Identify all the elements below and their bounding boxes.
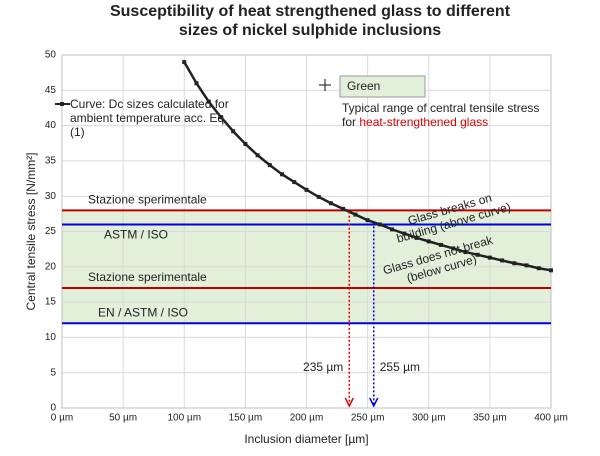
curve-marker xyxy=(536,266,541,271)
curve-marker xyxy=(390,227,395,232)
reference-label: ASTM / ISO xyxy=(104,228,168,242)
plot-border xyxy=(61,54,552,409)
curve-marker xyxy=(292,180,297,185)
curve-marker xyxy=(500,258,505,263)
curve-marker xyxy=(365,218,370,223)
curve-marker xyxy=(255,153,260,158)
curve-marker xyxy=(206,99,211,104)
curve-marker xyxy=(231,129,236,134)
y-tick-label: 10 xyxy=(45,332,57,343)
curve-marker xyxy=(377,222,382,227)
y-tick-label: 15 xyxy=(45,297,57,308)
vertical-marker-label: 235 µm xyxy=(303,360,343,374)
legend-label: Green xyxy=(347,79,380,93)
x-tick-label: 250 µm xyxy=(351,413,385,424)
y-tick-label: 20 xyxy=(45,261,57,272)
curve-marker xyxy=(463,249,468,254)
arrow-tip xyxy=(344,397,354,408)
y-tick-label: 50 xyxy=(45,50,57,61)
y-tick-label: 0 xyxy=(50,403,56,414)
y-tick-label: 30 xyxy=(45,191,57,202)
x-tick-label: 300 µm xyxy=(412,413,446,424)
y-tick-label: 35 xyxy=(45,156,57,167)
reference-label: Stazione sperimentale xyxy=(88,192,207,206)
curve-marker xyxy=(194,81,199,86)
curve-marker xyxy=(414,235,419,240)
curve-marker xyxy=(280,172,285,177)
curve-marker xyxy=(243,141,248,146)
curve-marker xyxy=(341,206,346,211)
x-tick-label: 50 µm xyxy=(109,413,137,424)
legend-marker xyxy=(60,102,64,106)
curve-marker xyxy=(438,242,443,247)
curve-marker xyxy=(512,261,517,266)
band-note-highlight: heat-strengthened glass xyxy=(359,115,489,129)
x-axis-label: Inclusion diameter [µm] xyxy=(244,432,368,446)
x-tick-label: 350 µm xyxy=(473,413,507,424)
band-note-text: Typical range of central tensile stress … xyxy=(342,101,540,129)
curve-marker xyxy=(524,263,529,268)
arrow-tip xyxy=(369,397,379,408)
curve-marker xyxy=(182,60,187,65)
y-tick-label: 45 xyxy=(45,85,57,96)
chart-title: Susceptibility of heat strengthened glas… xyxy=(109,3,511,39)
curve-marker xyxy=(426,239,431,244)
curve-marker xyxy=(353,212,358,217)
legend-label: Curve: Dc sizes calculated for ambient t… xyxy=(70,97,229,139)
band-note: Typical range of central tensile stress … xyxy=(342,101,542,129)
curve-marker xyxy=(316,194,321,199)
x-tick-label: 0 µm xyxy=(51,413,73,424)
reference-label: EN / ASTM / ISO xyxy=(98,305,188,319)
vertical-marker-label: 255 µm xyxy=(380,360,420,374)
curve-marker xyxy=(487,255,492,260)
x-tick-label: 100 µm xyxy=(167,413,201,424)
x-tick-label: 150 µm xyxy=(229,413,263,424)
reference-label: Stazione sperimentale xyxy=(88,270,207,284)
x-tick-label: 200 µm xyxy=(290,413,324,424)
curve-marker xyxy=(451,246,456,251)
y-tick-label: 5 xyxy=(50,367,56,378)
curve-marker xyxy=(402,231,407,236)
y-tick-label: 25 xyxy=(45,226,57,237)
legend-box xyxy=(339,75,426,98)
curve-marker xyxy=(475,252,480,257)
curve-marker xyxy=(267,163,272,168)
curve-marker xyxy=(549,268,553,273)
cross-icon xyxy=(319,79,331,91)
x-tick-label: 400 µm xyxy=(534,413,568,424)
curve-marker xyxy=(304,187,309,192)
curve-marker xyxy=(218,115,223,120)
y-axis-label: Central tensile stress [N/mm²] xyxy=(24,152,38,310)
y-tick-label: 40 xyxy=(45,120,57,131)
curve-marker xyxy=(328,201,333,206)
